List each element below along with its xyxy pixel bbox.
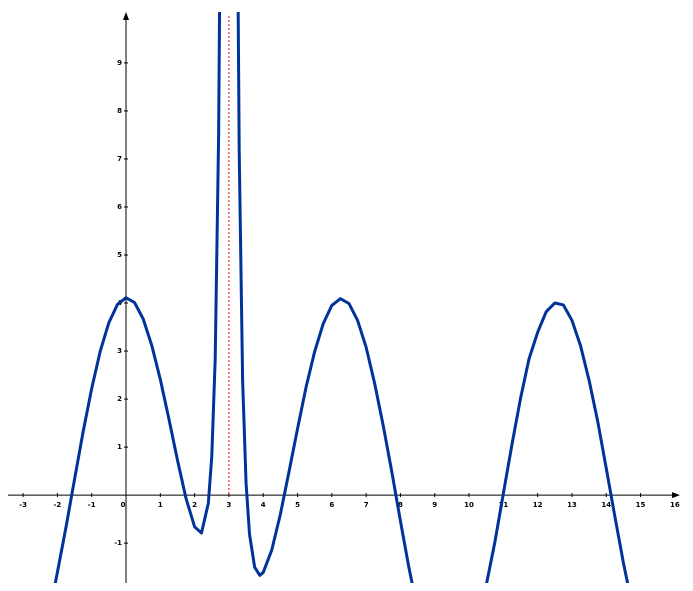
x-tick-label: 5 — [295, 501, 300, 509]
x-tick-label: 2 — [192, 501, 197, 509]
x-tick-label: -2 — [54, 501, 62, 509]
x-tick-label: 13 — [567, 501, 577, 509]
y-tick-label: 1 — [117, 443, 122, 451]
x-tick-label: 14 — [601, 501, 611, 509]
x-tick-label: 10 — [464, 501, 474, 509]
y-tick-label: 5 — [117, 251, 122, 259]
x-tick-label: 3 — [226, 501, 231, 509]
x-tick-label: 1 — [158, 501, 163, 509]
curve — [53, 12, 630, 583]
y-tick-label: 6 — [117, 203, 122, 211]
x-tick-label: -3 — [19, 501, 27, 509]
x-tick-label: 15 — [636, 501, 646, 509]
x-axis-arrow — [672, 492, 680, 499]
x-tick-label: 11 — [498, 501, 508, 509]
y-tick-label: 7 — [117, 155, 122, 163]
y-tick-label: 9 — [117, 59, 122, 67]
x-tick-label: 9 — [432, 501, 437, 509]
y-tick-label: 8 — [117, 107, 122, 115]
x-tick-label: 7 — [364, 501, 369, 509]
y-axis-arrow — [123, 12, 130, 20]
x-tick-label: 16 — [670, 501, 680, 509]
y-tick-label: -1 — [114, 539, 122, 547]
x-tick-label: -1 — [88, 501, 96, 509]
plot-area — [53, 12, 630, 583]
y-tick-label: 3 — [117, 347, 122, 355]
y-tick-label: 2 — [117, 395, 122, 403]
x-tick-label: 4 — [261, 501, 266, 509]
x-tick-label: 12 — [533, 501, 543, 509]
x-tick-label: 6 — [329, 501, 334, 509]
x-tick-label: 0 — [121, 501, 126, 509]
x-tick-label: 8 — [398, 501, 403, 509]
